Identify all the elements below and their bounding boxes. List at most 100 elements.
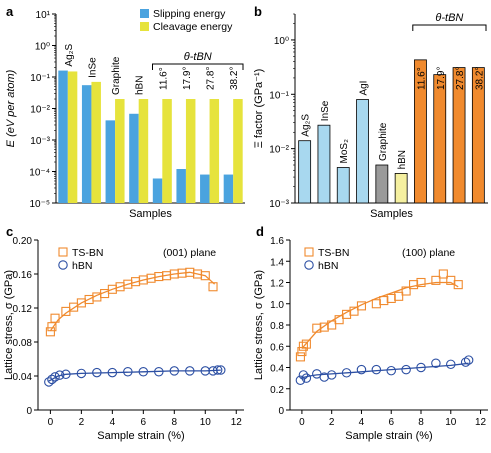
x-tick-label: 2 [79,417,85,428]
category-label: 11.6° [416,67,427,90]
x-tick-label: 8 [418,417,424,428]
y-tick-label: 0.08 [13,338,33,349]
hbn-point [446,359,456,370]
x-tick-label: 10 [200,417,212,428]
ts-bn-point [334,315,344,325]
y-tick-label: 10⁻³ [269,199,289,210]
group-bracket [412,24,487,31]
panel-label: a [6,4,14,19]
group-label: θ-tBN [184,51,212,63]
hbn-point [47,374,57,385]
y-axis-label: E (eV per atom) [5,69,17,147]
category-label: 38.2° [229,67,240,90]
ts-bn-point [394,291,404,301]
cleavage-energy-bar [162,99,172,203]
hbn-point [138,366,149,377]
y-axis-label: Lattice stress, σ (GPa) [3,270,15,380]
panel-b: b 10⁻³ 10⁻² 10⁻¹ 10⁰ Ξ factor (GPa⁻¹) Samples A… [253,4,488,220]
slipping-energy-bar [129,113,139,203]
hbn-point [154,366,164,377]
panel-c: c 0 2 4 6 8 10 12 0 0.04 0.08 0.12 0.16 0.20 Lattice s… [3,224,244,442]
ts-bn-point [409,280,419,290]
y-tick-label: 0.8 [270,321,284,332]
category-label: MoS₂ [339,139,350,164]
x-tick-label: 12 [475,417,487,428]
hbn-point [92,367,102,378]
category-label: InSe [320,100,331,121]
hbn-point [371,364,382,375]
cleavage-energy-bar [209,99,220,203]
x-tick-label: 6 [141,417,147,428]
cleavage-energy-bar [91,81,101,203]
category-label: 27.8° [455,67,466,90]
legend-swatch [140,9,149,18]
category-label: Ag₂S [301,114,312,137]
hbn-point [431,358,441,368]
hbn-point [216,365,226,375]
hbn-point [61,369,71,380]
hbn-point [212,365,223,375]
legend-marker [304,247,314,257]
category-label: Graphite [378,122,389,161]
cleavage-energy-bar [138,99,149,203]
y-tick-label: 0.20 [13,236,33,247]
hbn-point [123,366,133,377]
y-tick-label: 1.2 [270,279,284,290]
category-label: AgI [359,81,370,96]
y-tick-label: 10⁻⁵ [29,199,50,210]
legend-label: TS-BN [72,247,104,259]
ts-bn-point [416,277,426,288]
category-label: InSe [87,57,98,78]
legend-label: hBN [318,260,338,272]
hbn-point [107,367,118,378]
x-tick-label: 4 [110,417,116,428]
category-label: 17.9° [182,67,193,90]
ts-bn-point [295,352,305,362]
y-tick-label: 1.6 [270,236,284,247]
y-tick-label: 10⁻⁴ [29,168,50,179]
cleavage-energy-bar [67,71,78,203]
hbn-point [298,370,309,380]
hbn-point [76,368,87,379]
hbn-point [463,355,474,365]
ts-bn-point [356,301,367,311]
hbn-point [416,362,426,373]
legend-marker [58,260,68,270]
y-tick-label: 0.2 [270,385,284,396]
category-label: hBN [397,150,408,169]
xi-factor-bar [452,67,466,204]
ts-bn-point [208,282,218,292]
hbn-fit-line [48,369,221,382]
plane-annotation: (100) plane [402,247,455,259]
hbn-point [401,364,411,375]
ts-bn-point [431,275,441,285]
category-label: hBN [135,76,146,95]
y-tick-label: 0 [278,406,284,417]
group-label: θ-tBN [435,12,463,24]
hbn-point [185,366,195,376]
ts-bn-point [301,339,311,349]
y-tick-label: 1.0 [270,300,284,311]
slipping-energy-bar [152,178,163,203]
ts-bn-point [342,309,352,319]
category-label: 27.8° [206,67,217,90]
legend-label: Cleavage energy [153,21,233,33]
hbn-point [44,377,54,387]
y-tick-label: 0 [26,406,32,417]
legend-label: hBN [72,260,92,272]
category-label: 17.9° [436,67,447,90]
x-axis-label: Sample strain (%) [97,430,184,442]
ts-bn-point [453,280,463,290]
ts-bn-point [312,323,322,333]
xi-factor-bar [471,67,485,204]
x-tick-label: 2 [329,417,335,428]
x-tick-label: 10 [445,417,457,428]
ts-bn-point [200,271,210,281]
ts-bn-point [298,341,308,351]
y-tick-label: 10⁻² [269,145,289,156]
ts-bn-point [379,296,389,306]
slipping-energy-bar [105,120,116,203]
slipping-energy-bar [81,85,92,203]
hbn-fit-line [300,362,469,379]
